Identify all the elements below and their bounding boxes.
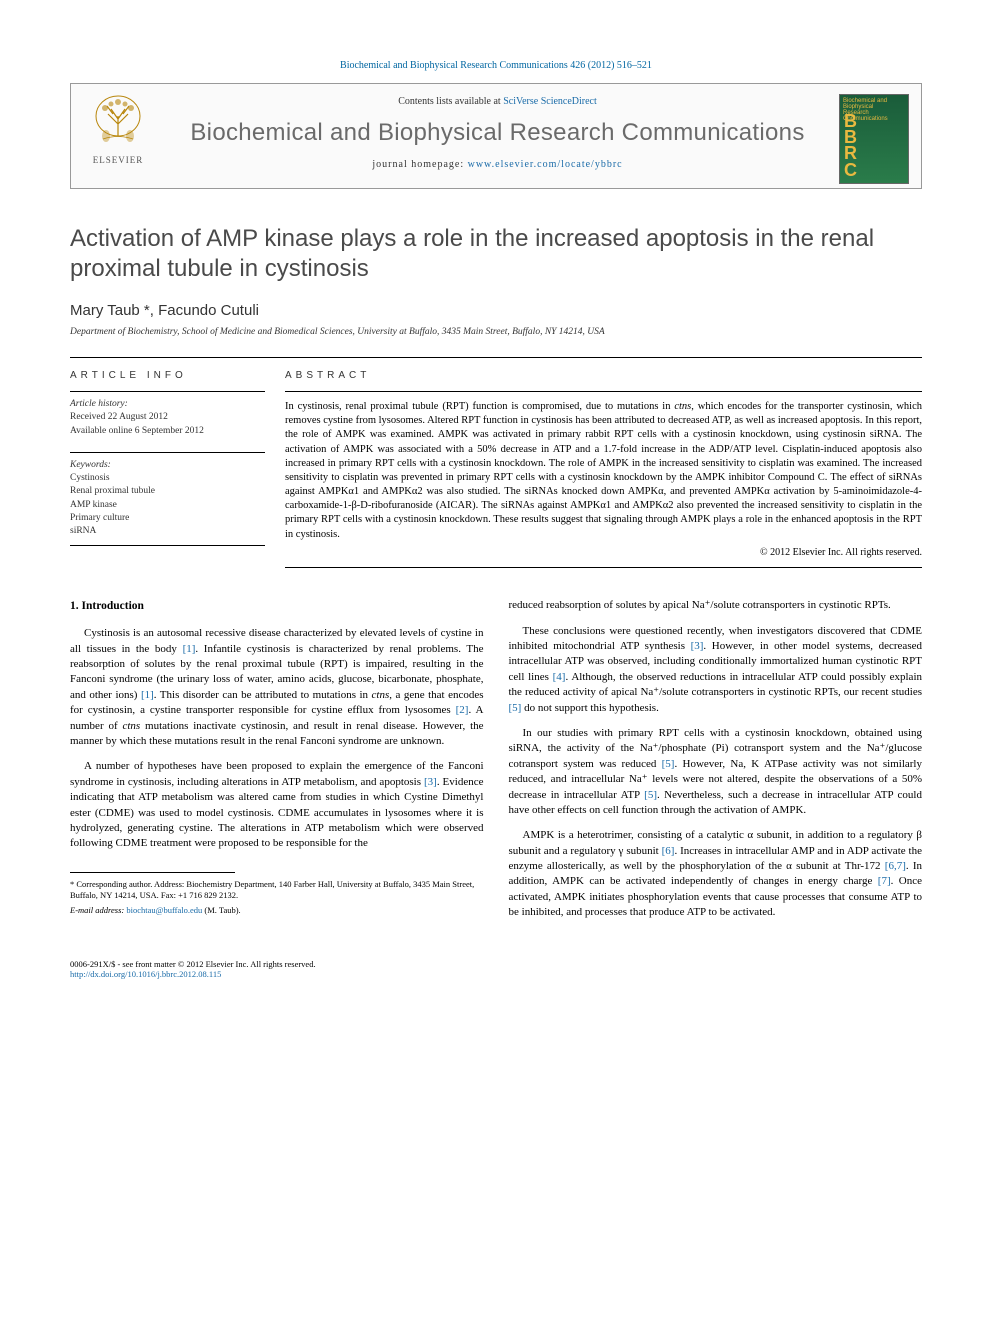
elsevier-tree-icon	[83, 94, 153, 149]
right-column: reduced reabsorption of solutes by apica…	[509, 598, 923, 930]
online-date: Available online 6 September 2012	[70, 425, 265, 438]
footnote-divider	[70, 872, 235, 873]
running-head-citation: Biochemical and Biophysical Research Com…	[70, 60, 922, 71]
abstract-column: ABSTRACT In cystinosis, renal proximal t…	[285, 358, 922, 568]
contents-available-line: Contents lists available at SciVerse Sci…	[168, 96, 827, 107]
issn-line: 0006-291X/$ - see front matter © 2012 El…	[70, 959, 316, 969]
abstract-heading: ABSTRACT	[285, 370, 922, 381]
paragraph: In our studies with primary RPT cells wi…	[509, 726, 923, 818]
bottom-bar: 0006-291X/$ - see front matter © 2012 El…	[70, 953, 922, 979]
paragraph: AMPK is a heterotrimer, consisting of a …	[509, 828, 923, 920]
journal-homepage-line: journal homepage: www.elsevier.com/locat…	[168, 159, 827, 170]
author-email-link[interactable]: biochtau@buffalo.edu	[126, 905, 202, 915]
doi-link[interactable]: http://dx.doi.org/10.1016/j.bbrc.2012.08…	[70, 969, 316, 979]
corresponding-author-footnote: * Corresponding author. Address: Biochem…	[70, 879, 484, 901]
article-history-block: Article history: Received 22 August 2012…	[70, 391, 265, 438]
abstract-body: In cystinosis, renal proximal tubule (RP…	[285, 401, 922, 540]
left-column: 1. Introduction Cystinosis is an autosom…	[70, 598, 484, 930]
journal-cover-thumbnail: Biochemical and Biophysical Research Com…	[839, 94, 909, 184]
keywords-label: Keywords:	[70, 459, 265, 472]
abstract-copyright: © 2012 Elsevier Inc. All rights reserved…	[285, 546, 922, 560]
sciencedirect-link[interactable]: SciVerse ScienceDirect	[503, 96, 597, 107]
body-two-column: 1. Introduction Cystinosis is an autosom…	[70, 598, 922, 930]
contents-prefix: Contents lists available at	[398, 96, 503, 107]
email-suffix: (M. Taub).	[204, 905, 240, 915]
introduction-heading: 1. Introduction	[70, 598, 484, 614]
keyword: siRNA	[70, 525, 265, 538]
email-footnote: E-mail address: biochtau@buffalo.edu (M.…	[70, 905, 484, 917]
article-title: Activation of AMP kinase plays a role in…	[70, 224, 922, 284]
history-label: Article history:	[70, 398, 265, 411]
cover-abbr: B B R C	[844, 113, 857, 178]
bottom-left: 0006-291X/$ - see front matter © 2012 El…	[70, 959, 316, 979]
keyword: Primary culture	[70, 512, 265, 525]
affiliation: Department of Biochemistry, School of Me…	[70, 327, 922, 337]
keyword: Renal proximal tubule	[70, 485, 265, 498]
keyword: AMP kinase	[70, 499, 265, 512]
journal-homepage-link[interactable]: www.elsevier.com/locate/ybbrc	[468, 159, 623, 170]
paragraph: reduced reabsorption of solutes by apica…	[509, 598, 923, 613]
elsevier-logo: ELSEVIER	[83, 94, 153, 174]
homepage-prefix: journal homepage:	[372, 159, 467, 170]
elsevier-text: ELSEVIER	[83, 155, 153, 165]
keywords-block: Keywords: Cystinosis Renal proximal tubu…	[70, 452, 265, 546]
article-info-heading: ARTICLE INFO	[70, 370, 265, 381]
paragraph: Cystinosis is an autosomal recessive dis…	[70, 626, 484, 749]
journal-header-box: ELSEVIER Contents lists available at Sci…	[70, 83, 922, 189]
abstract-text: In cystinosis, renal proximal tubule (RP…	[285, 391, 922, 568]
journal-name: Biochemical and Biophysical Research Com…	[168, 119, 827, 147]
email-label: E-mail address:	[70, 905, 124, 915]
received-date: Received 22 August 2012	[70, 411, 265, 424]
paragraph: A number of hypotheses have been propose…	[70, 759, 484, 851]
article-info-column: ARTICLE INFO Article history: Received 2…	[70, 358, 285, 568]
paragraph: These conclusions were questioned recent…	[509, 624, 923, 716]
authors: Mary Taub *, Facundo Cutuli	[70, 302, 922, 319]
keyword: Cystinosis	[70, 472, 265, 485]
